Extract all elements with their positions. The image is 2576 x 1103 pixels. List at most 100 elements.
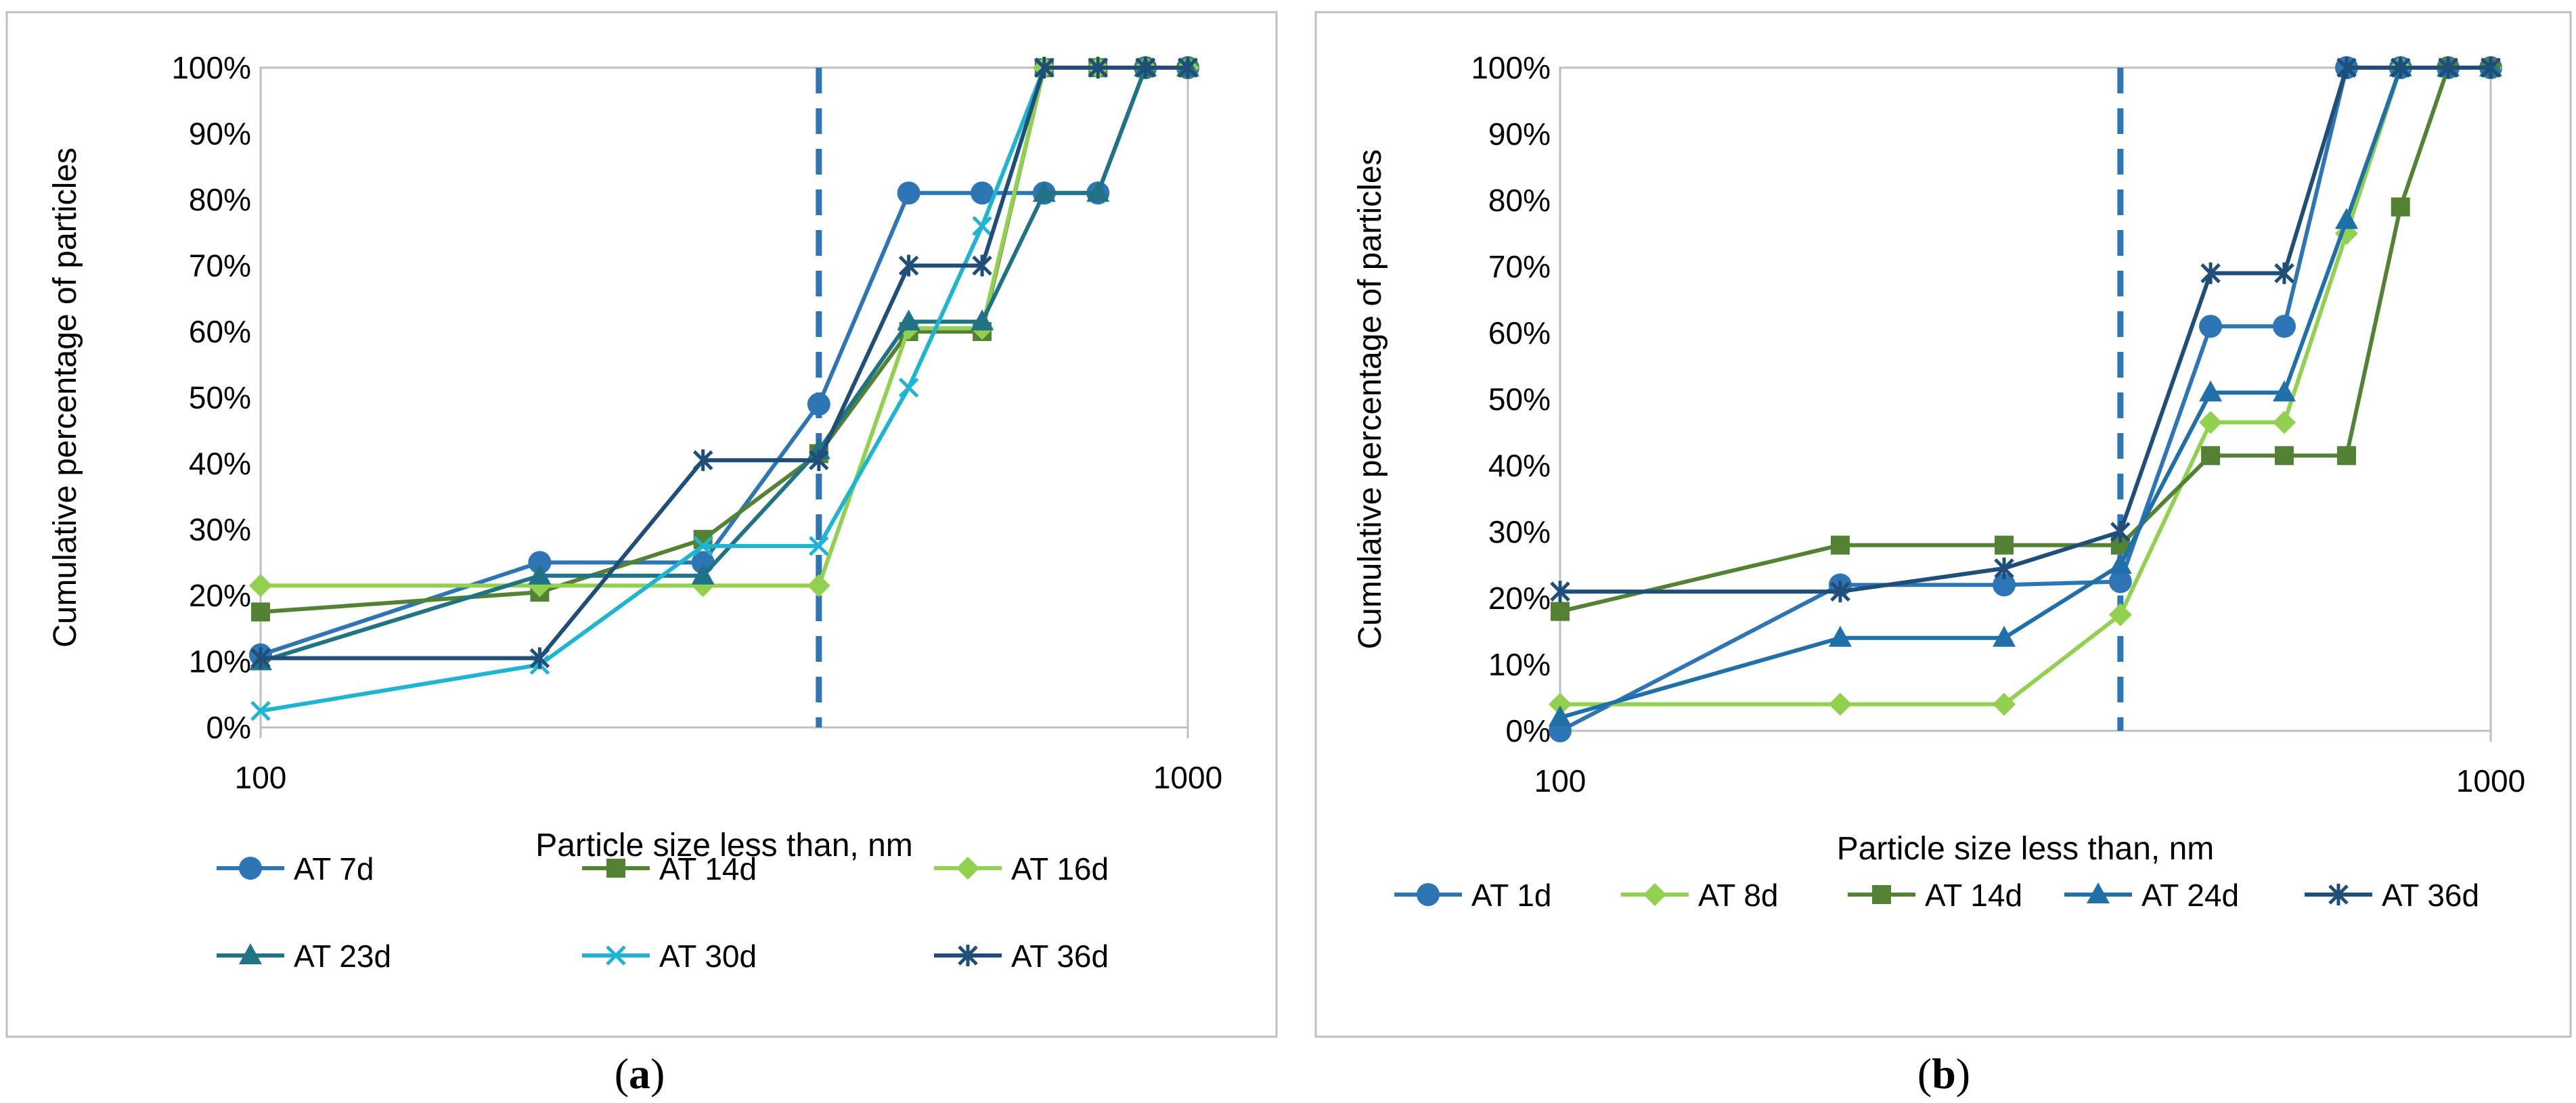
series-at-36d xyxy=(1550,57,2501,603)
legend-item: AT 30d xyxy=(582,939,757,974)
y-tick-label: 0% xyxy=(206,710,251,745)
data-point xyxy=(528,563,552,585)
panel-label: (a) xyxy=(615,1050,665,1098)
data-point xyxy=(1828,625,1852,647)
legend-label: AT 14d xyxy=(659,851,757,886)
data-point xyxy=(1993,573,2016,597)
data-point xyxy=(692,449,713,472)
data-point xyxy=(2337,446,2357,466)
legend-marker xyxy=(606,859,625,878)
y-tick-label: 70% xyxy=(1488,249,1551,284)
y-tick-label: 40% xyxy=(1488,448,1551,483)
data-point xyxy=(1993,692,2016,716)
legend-marker xyxy=(956,857,979,880)
legend-item: AT 16d xyxy=(934,851,1109,886)
data-point xyxy=(2108,570,2132,593)
y-tick-label: 20% xyxy=(189,578,251,613)
chart-frame xyxy=(1314,11,2572,1038)
data-point xyxy=(2199,315,2223,338)
data-point xyxy=(250,700,271,721)
data-point xyxy=(250,647,271,669)
data-point xyxy=(2335,208,2359,229)
x-axis-title: Particle size less than, nm xyxy=(1837,831,2215,867)
x-tick-label: 1000 xyxy=(2456,763,2525,798)
data-point xyxy=(2272,411,2296,434)
data-point xyxy=(2481,57,2501,78)
legend-marker xyxy=(1417,883,1440,906)
chart-panel-1: 0% 10% 20% 30% 40% 50% 60% 70% 80% 90% 100% 100 1000… xyxy=(5,11,1278,1038)
legend-label: AT 36d xyxy=(1011,939,1109,974)
chart-frame xyxy=(5,11,1278,1038)
data-point xyxy=(1830,535,1850,555)
series-at-36d xyxy=(250,57,1198,669)
x-tick-label: 100 xyxy=(1534,763,1586,798)
legend-label: AT 7d xyxy=(294,851,374,886)
legend-label: AT 30d xyxy=(659,939,757,974)
legend-marker xyxy=(239,943,262,964)
data-point xyxy=(528,551,552,575)
y-axis-title: Cumulative percentage of particles xyxy=(1352,149,1388,649)
data-point xyxy=(1034,57,1054,78)
series-line xyxy=(261,66,1188,660)
x-tick-label: 1000 xyxy=(1153,760,1222,795)
data-point xyxy=(1549,692,1572,716)
legend: AT 1d AT 8d AT 14d AT 24d AT 36d xyxy=(1394,878,2479,913)
legend-label: AT 16d xyxy=(1011,851,1109,886)
series-line xyxy=(1560,66,2491,594)
data-point xyxy=(1551,602,1570,621)
data-point xyxy=(1135,57,1156,78)
series-line xyxy=(260,66,1188,664)
data-point xyxy=(2110,521,2131,543)
data-point xyxy=(2272,315,2296,338)
data-point xyxy=(2274,262,2294,284)
y-tick-label: 90% xyxy=(189,116,251,152)
y-tick-label: 30% xyxy=(189,512,251,547)
data-point xyxy=(1549,705,1572,727)
data-point xyxy=(2391,197,2410,217)
data-point xyxy=(897,181,920,205)
data-point xyxy=(2199,380,2223,402)
data-point xyxy=(1088,57,1108,78)
plot-area xyxy=(1559,66,2492,732)
data-point xyxy=(1995,535,2014,555)
legend-item: AT 24d xyxy=(2064,878,2239,913)
data-point xyxy=(2438,57,2458,78)
data-point xyxy=(529,647,550,669)
legend-item: AT 36d xyxy=(934,939,1109,974)
y-tick-label: 60% xyxy=(1488,315,1551,351)
legend-marker xyxy=(2087,882,2110,903)
y-tick-label: 40% xyxy=(189,446,251,481)
legend-marker xyxy=(1643,883,1666,906)
data-point xyxy=(2274,446,2294,466)
plot-area xyxy=(259,66,1189,729)
legend-label: AT 14d xyxy=(1925,878,2022,913)
data-point xyxy=(2108,553,2132,574)
data-point xyxy=(898,254,919,277)
panel-label: (b) xyxy=(1917,1050,1970,1098)
legend-item: AT 14d xyxy=(582,851,757,886)
data-point xyxy=(2200,262,2221,284)
y-tick-label: 90% xyxy=(1488,116,1551,152)
series-line xyxy=(1559,66,2491,614)
legend-marker xyxy=(2328,884,2349,905)
x-axis-title: Particle size less than, nm xyxy=(535,828,913,863)
data-point xyxy=(807,574,830,598)
y-tick-label: 50% xyxy=(189,380,251,415)
y-tick-label: 30% xyxy=(1488,514,1551,549)
data-point xyxy=(898,378,919,398)
data-point xyxy=(2336,57,2357,78)
data-point xyxy=(2199,411,2223,434)
x-tick-label: 100 xyxy=(235,760,287,795)
data-point xyxy=(1086,181,1110,202)
y-tick-label: 70% xyxy=(189,248,251,284)
y-tick-label: 20% xyxy=(1488,581,1551,616)
y-tick-label: 10% xyxy=(189,644,251,679)
legend-item: AT 36d xyxy=(2305,878,2479,913)
legend-label: AT 36d xyxy=(2382,878,2479,913)
data-point xyxy=(807,392,830,416)
data-point xyxy=(1993,625,2016,647)
data-point xyxy=(1550,581,1570,603)
y-axis-title: Cumulative percentage of particles xyxy=(47,148,83,648)
